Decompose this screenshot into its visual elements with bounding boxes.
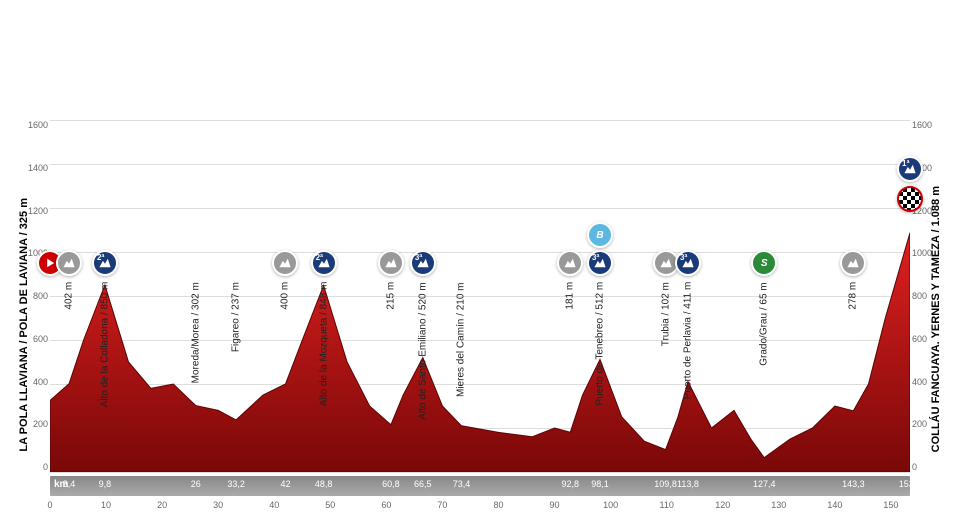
category-badge: 3ª — [675, 250, 701, 276]
category-badge: 1ª — [897, 156, 923, 182]
marker-label: Alto de la Colladona / 850 m — [99, 282, 110, 408]
checkpoint-icon — [557, 250, 583, 276]
category-badge: 2ª — [92, 250, 118, 276]
checkpoint-icon — [840, 250, 866, 276]
profile-area — [50, 120, 910, 472]
km-strip: km 3,49,82633,24248,860,866,573,492,898,… — [50, 476, 910, 496]
finish-icon — [897, 186, 923, 212]
category-badge: 3ª — [410, 250, 436, 276]
marker-label: 181 m — [565, 282, 576, 310]
marker-label: Alto de Santo Emiliano / 520 m — [417, 282, 428, 419]
category-badge: 2ª — [311, 250, 337, 276]
marker-label: Trubia / 102 m — [660, 282, 671, 346]
sprint-icon: S — [751, 250, 777, 276]
checkpoint-icon — [272, 250, 298, 276]
marker-label: 215 m — [385, 282, 396, 310]
y-axis-left: 16001400120010008006004002000 — [8, 120, 48, 472]
marker-label: Moreda/Morea / 302 m — [190, 282, 201, 383]
category-badge: 3ª — [587, 250, 613, 276]
checkpoint-icon — [378, 250, 404, 276]
marker-label: Alto de la Mozqueta / 848 m — [318, 282, 329, 407]
bonus-icon: B — [587, 222, 613, 248]
marker-label: 402 m — [64, 282, 75, 310]
marker-label: Puerto de Perlavia / 411 m — [682, 282, 693, 400]
x-axis: 0102030405060708090100110120130140150 — [50, 500, 910, 514]
marker-label: Grado/Grau / 65 m — [759, 282, 770, 365]
marker-label: 400 m — [280, 282, 291, 310]
marker-label: Figareo / 237 m — [231, 282, 242, 352]
checkpoint-icon — [56, 250, 82, 276]
elevation-chart — [50, 120, 910, 472]
marker-label: Mieres del Camín / 210 m — [456, 282, 467, 397]
marker-label: 278 m — [848, 282, 859, 310]
marker-label: Puerto de Tenebreo / 512 m — [594, 282, 605, 406]
